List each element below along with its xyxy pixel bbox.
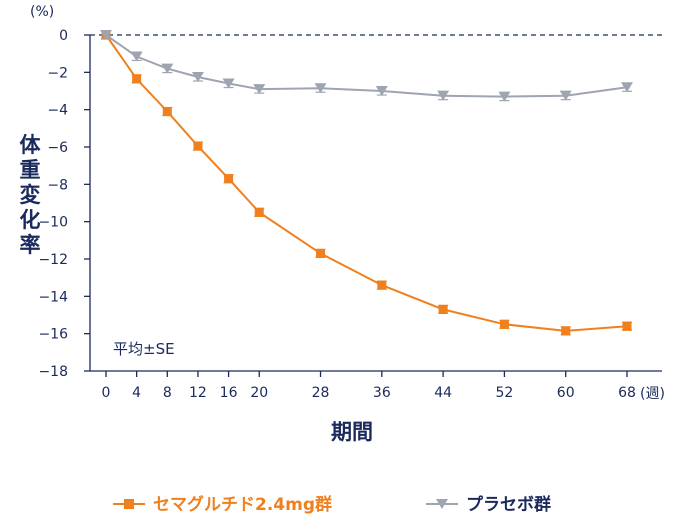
legend-marker-semaglutide [124, 499, 134, 509]
legend-item-placebo: プラセボ群 [426, 494, 551, 515]
y-tick-label: −16 [38, 327, 68, 343]
data-point-semaglutide [224, 174, 234, 184]
series-layer [100, 30, 633, 336]
data-point-semaglutide [561, 326, 571, 336]
y-tick-label: −10 [38, 215, 68, 231]
x-tick-label: 68 [618, 385, 636, 401]
x-tick-label: 4 [132, 385, 141, 401]
data-point-placebo [314, 83, 327, 94]
data-point-semaglutide [377, 280, 387, 290]
series-line-0 [105, 34, 628, 332]
data-point-placebo [437, 90, 450, 101]
data-point-placebo [100, 30, 112, 40]
legend-item-semaglutide: セマグルチド2.4mg群 [113, 494, 332, 515]
data-point-placebo [253, 84, 266, 95]
annotation-mean-se: 平均±SE [113, 340, 175, 358]
x-tick-label: 36 [373, 385, 391, 401]
data-point-semaglutide [162, 107, 172, 117]
axes: 0 −2 −4 −6 −8 −10 −12 −14 −16 −18 0 4 8 12 16 20 28 36 44 5… [38, 28, 662, 401]
x-tick-label: 60 [557, 385, 575, 401]
data-point-semaglutide [499, 319, 509, 329]
y-tick-label: −6 [47, 140, 68, 156]
data-point-semaglutide [316, 248, 326, 258]
y-axis-title-char: 率 [20, 233, 41, 257]
y-axis-title-char: 変 [20, 183, 41, 207]
x-tick-label: 52 [495, 385, 513, 401]
data-point-placebo [621, 82, 633, 93]
data-point-semaglutide [254, 207, 264, 217]
y-axis-title-char: 重 [20, 158, 41, 182]
x-tick-label: 12 [189, 385, 207, 401]
y-axis-title: 体重変化率 [20, 133, 42, 257]
x-axis-title: 期間 [331, 420, 373, 444]
data-point-semaglutide [438, 304, 448, 314]
x-tick-label: 0 [102, 385, 111, 401]
data-point-semaglutide [132, 74, 142, 84]
data-point-placebo [161, 63, 174, 74]
data-point-placebo [191, 72, 204, 82]
y-tick-label: −14 [38, 289, 68, 305]
y-tick-label: −8 [47, 177, 68, 193]
x-axis-unit: (週) [640, 386, 665, 402]
y-tick-label: −4 [47, 103, 68, 119]
legend: セマグルチド2.4mg群 プラセボ群 [113, 494, 551, 515]
x-tick-label: 20 [250, 385, 268, 401]
x-tick-label: 8 [163, 385, 172, 401]
x-tick-label: 28 [312, 385, 330, 401]
series-line-1 [105, 34, 628, 98]
data-point-placebo [559, 90, 572, 101]
y-axis-title-char: 化 [20, 208, 41, 232]
data-point-placebo [375, 86, 388, 96]
legend-marker-placebo [436, 499, 448, 509]
legend-label-semaglutide: セマグルチド2.4mg群 [153, 494, 332, 515]
legend-label-placebo: プラセボ群 [466, 494, 551, 515]
y-axis-unit: (%) [30, 4, 54, 20]
data-point-semaglutide [193, 141, 203, 151]
y-axis-title-char: 体 [20, 133, 42, 157]
y-tick-label: −12 [38, 252, 68, 268]
data-point-placebo [498, 91, 511, 102]
x-tick-label: 44 [434, 385, 452, 401]
data-point-semaglutide [622, 321, 632, 331]
data-point-placebo [222, 78, 235, 89]
x-tick-label: 16 [220, 385, 238, 401]
y-tick-label: −18 [38, 364, 68, 380]
data-point-placebo [130, 51, 143, 62]
y-tick-label: −2 [47, 65, 68, 81]
y-tick-label: 0 [59, 28, 68, 44]
